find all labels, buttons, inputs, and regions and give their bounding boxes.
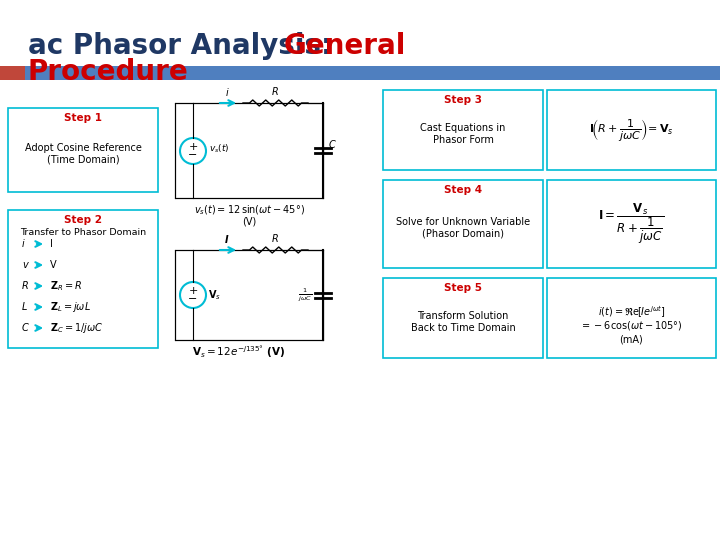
Circle shape	[180, 282, 206, 308]
Text: Solve for Unknown Variable
(Phasor Domain): Solve for Unknown Variable (Phasor Domai…	[396, 217, 530, 239]
Text: Adopt Cosine Reference
(Time Domain): Adopt Cosine Reference (Time Domain)	[24, 143, 141, 165]
Text: −: −	[189, 294, 198, 304]
Text: I: I	[50, 239, 53, 249]
Text: −: −	[189, 150, 198, 160]
Text: +: +	[189, 286, 198, 296]
Text: $\mathbf{I}\!\left(R+\dfrac{1}{j\omega C}\right)\!=\mathbf{V}_s$: $\mathbf{I}\!\left(R+\dfrac{1}{j\omega C…	[589, 117, 674, 143]
FancyBboxPatch shape	[175, 103, 323, 198]
Text: Step 5: Step 5	[444, 283, 482, 293]
Text: $\mathbf{I} = \dfrac{\mathbf{V}_s}{R+\dfrac{1}{j\omega C}}$: $\mathbf{I} = \dfrac{\mathbf{V}_s}{R+\df…	[598, 202, 665, 246]
Text: Step 1: Step 1	[64, 113, 102, 123]
FancyBboxPatch shape	[547, 278, 716, 358]
Text: R: R	[22, 281, 29, 291]
Text: (V): (V)	[242, 216, 256, 226]
Circle shape	[180, 138, 206, 164]
FancyBboxPatch shape	[547, 90, 716, 170]
Text: Step 2: Step 2	[64, 215, 102, 225]
Text: C: C	[329, 140, 336, 151]
FancyBboxPatch shape	[547, 180, 716, 268]
Text: Transfer to Phasor Domain: Transfer to Phasor Domain	[20, 228, 146, 237]
Text: Step 4: Step 4	[444, 185, 482, 195]
Text: v: v	[22, 260, 28, 270]
Text: (mA): (mA)	[620, 334, 644, 344]
Text: I: I	[225, 235, 229, 245]
Text: L: L	[22, 302, 27, 312]
Text: Transform Solution
Back to Time Domain: Transform Solution Back to Time Domain	[410, 311, 516, 333]
Text: C: C	[22, 323, 29, 333]
Text: i: i	[225, 88, 228, 98]
Text: $= -6\cos(\omega t - 105°)$: $= -6\cos(\omega t - 105°)$	[580, 320, 683, 333]
Text: R: R	[272, 87, 279, 97]
FancyBboxPatch shape	[8, 210, 158, 348]
Text: $\frac{1}{j\omega C}$: $\frac{1}{j\omega C}$	[298, 286, 312, 303]
Text: $i(t) = \mathfrak{R}\mathrm{e}\!\left[Ie^{j\omega t}\right]$: $i(t) = \mathfrak{R}\mathrm{e}\!\left[Ie…	[598, 304, 665, 320]
Text: $\mathbf{Z}_L = j\omega L$: $\mathbf{Z}_L = j\omega L$	[50, 300, 91, 314]
FancyBboxPatch shape	[25, 66, 720, 80]
Text: V: V	[50, 260, 57, 270]
FancyBboxPatch shape	[383, 180, 543, 268]
Text: R: R	[272, 234, 279, 244]
Text: Procedure: Procedure	[28, 58, 189, 86]
Text: ac Phasor Analysis:: ac Phasor Analysis:	[28, 32, 342, 60]
Text: $v_s(t) = 12\,\sin(\omega t - 45°)$: $v_s(t) = 12\,\sin(\omega t - 45°)$	[194, 203, 305, 217]
Text: Step 3: Step 3	[444, 95, 482, 105]
Text: $v_s(t)$: $v_s(t)$	[209, 143, 230, 156]
Text: $\mathbf{V}_s = 12e^{-j135°}$ (V): $\mathbf{V}_s = 12e^{-j135°}$ (V)	[192, 345, 286, 361]
Text: i: i	[22, 239, 24, 249]
Text: $\mathbf{Z}_R = R$: $\mathbf{Z}_R = R$	[50, 279, 82, 293]
FancyBboxPatch shape	[8, 108, 158, 192]
Text: $\mathbf{Z}_C = 1/j\omega C$: $\mathbf{Z}_C = 1/j\omega C$	[50, 321, 104, 335]
FancyBboxPatch shape	[383, 278, 543, 358]
Text: General: General	[284, 32, 406, 60]
FancyBboxPatch shape	[0, 66, 25, 80]
Text: Cast Equations in
Phasor Form: Cast Equations in Phasor Form	[420, 123, 505, 145]
FancyBboxPatch shape	[175, 250, 323, 340]
FancyBboxPatch shape	[383, 90, 543, 170]
Text: +: +	[189, 142, 198, 152]
Text: $\mathbf{V}_s$: $\mathbf{V}_s$	[208, 288, 221, 302]
